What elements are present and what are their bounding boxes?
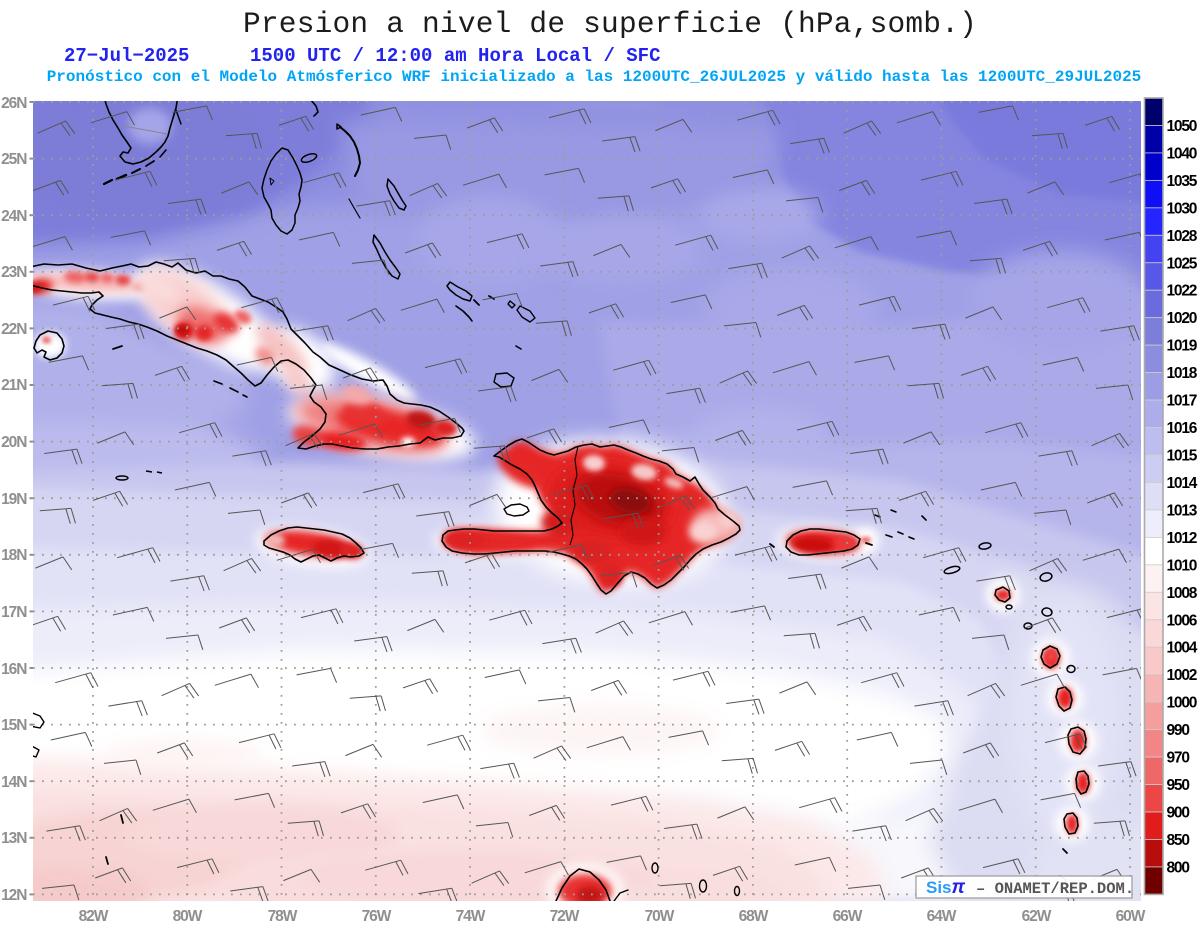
svg-text:22N: 22N: [1, 321, 27, 338]
svg-text:80W: 80W: [173, 908, 203, 925]
svg-text:60W: 60W: [1116, 908, 1146, 925]
svg-text:13N: 13N: [1, 830, 27, 847]
svg-text:25N: 25N: [1, 151, 27, 168]
svg-text:18N: 18N: [1, 547, 27, 564]
svg-text:82W: 82W: [79, 908, 109, 925]
svg-text:72W: 72W: [550, 908, 580, 925]
svg-text:Pronóstico con el Modelo Atmós: Pronóstico con el Modelo Atmósferico WRF…: [47, 68, 1142, 86]
svg-text:1004: 1004: [1167, 640, 1198, 657]
svg-text:900: 900: [1167, 805, 1190, 822]
svg-text:68W: 68W: [739, 908, 769, 925]
svg-text:– ONAMET/REP.DOM.: – ONAMET/REP.DOM.: [976, 880, 1134, 898]
svg-text:1018: 1018: [1167, 365, 1198, 382]
svg-text:74W: 74W: [456, 908, 486, 925]
svg-text:1006: 1006: [1167, 612, 1198, 629]
svg-text:26N: 26N: [1, 95, 27, 112]
svg-text:12N: 12N: [1, 887, 27, 904]
svg-text:1030: 1030: [1167, 200, 1197, 217]
svg-text:1016: 1016: [1167, 420, 1198, 437]
svg-text:1015: 1015: [1167, 448, 1198, 465]
svg-text:19N: 19N: [1, 491, 27, 508]
svg-text:Presion a nivel de superficie: Presion a nivel de superficie (hPa,somb.…: [243, 7, 977, 41]
svg-text:20N: 20N: [1, 434, 27, 451]
svg-text:21N: 21N: [1, 377, 27, 394]
svg-text:1020: 1020: [1167, 310, 1197, 327]
svg-text:1000: 1000: [1167, 695, 1197, 712]
svg-text:1500 UTC / 12:00 am Hora Local: 1500 UTC / 12:00 am Hora Local / SFC: [250, 45, 660, 67]
svg-text:1010: 1010: [1167, 557, 1197, 574]
svg-text:16N: 16N: [1, 661, 27, 678]
svg-text:1017: 1017: [1167, 393, 1197, 410]
svg-text:14N: 14N: [1, 774, 27, 791]
svg-text:17N: 17N: [1, 604, 27, 621]
svg-text:850: 850: [1167, 832, 1190, 849]
svg-text:1028: 1028: [1167, 228, 1198, 245]
svg-text:950: 950: [1167, 777, 1190, 794]
svg-text:15N: 15N: [1, 717, 27, 734]
svg-text:1002: 1002: [1167, 667, 1197, 684]
svg-text:1022: 1022: [1167, 283, 1197, 300]
svg-text:1040: 1040: [1167, 145, 1197, 162]
svg-text:1019: 1019: [1167, 338, 1198, 355]
svg-text:70W: 70W: [645, 908, 675, 925]
svg-text:24N: 24N: [1, 208, 27, 225]
svg-text:23N: 23N: [1, 264, 27, 281]
svg-text:1008: 1008: [1167, 585, 1198, 602]
svg-text:970: 970: [1167, 750, 1190, 767]
svg-text:1025: 1025: [1167, 255, 1198, 272]
svg-text:62W: 62W: [1022, 908, 1052, 925]
svg-text:990: 990: [1167, 722, 1190, 739]
svg-text:78W: 78W: [268, 908, 298, 925]
svg-text:1050: 1050: [1167, 118, 1197, 135]
svg-text:1013: 1013: [1167, 502, 1198, 519]
svg-text:27−Jul−2025: 27−Jul−2025: [64, 45, 189, 67]
svg-text:Sisπ: Sisπ: [926, 877, 966, 898]
svg-text:64W: 64W: [927, 908, 957, 925]
svg-text:1035: 1035: [1167, 173, 1198, 190]
svg-text:1012: 1012: [1167, 530, 1197, 547]
svg-text:1014: 1014: [1167, 475, 1198, 492]
svg-text:66W: 66W: [833, 908, 863, 925]
svg-text:800: 800: [1167, 859, 1190, 876]
svg-text:76W: 76W: [362, 908, 392, 925]
